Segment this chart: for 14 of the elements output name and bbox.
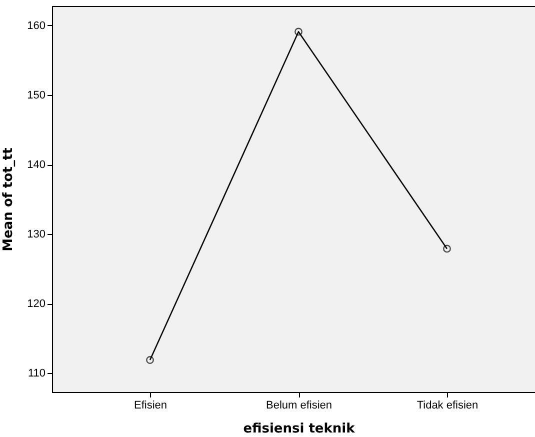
y-tick-label: 120 [27, 298, 46, 310]
point [146, 356, 154, 364]
x-tick-label: Tidak efisien [416, 400, 478, 412]
x-tick-label: Belum efisien [266, 400, 332, 412]
x-axis-title: efisiensi teknik [243, 422, 356, 436]
y-tick-label: 130 [27, 228, 46, 241]
point [443, 244, 451, 253]
y-tick-label: 150 [27, 90, 46, 102]
y-tick-label: 140 [27, 159, 46, 172]
y-tick-label: 160 [27, 20, 46, 32]
y-axis-title: Mean of tot_tt [1, 148, 16, 252]
x-tick-label: Efisien [134, 400, 168, 412]
point [294, 28, 302, 36]
y-tick-label: 110 [28, 368, 46, 380]
